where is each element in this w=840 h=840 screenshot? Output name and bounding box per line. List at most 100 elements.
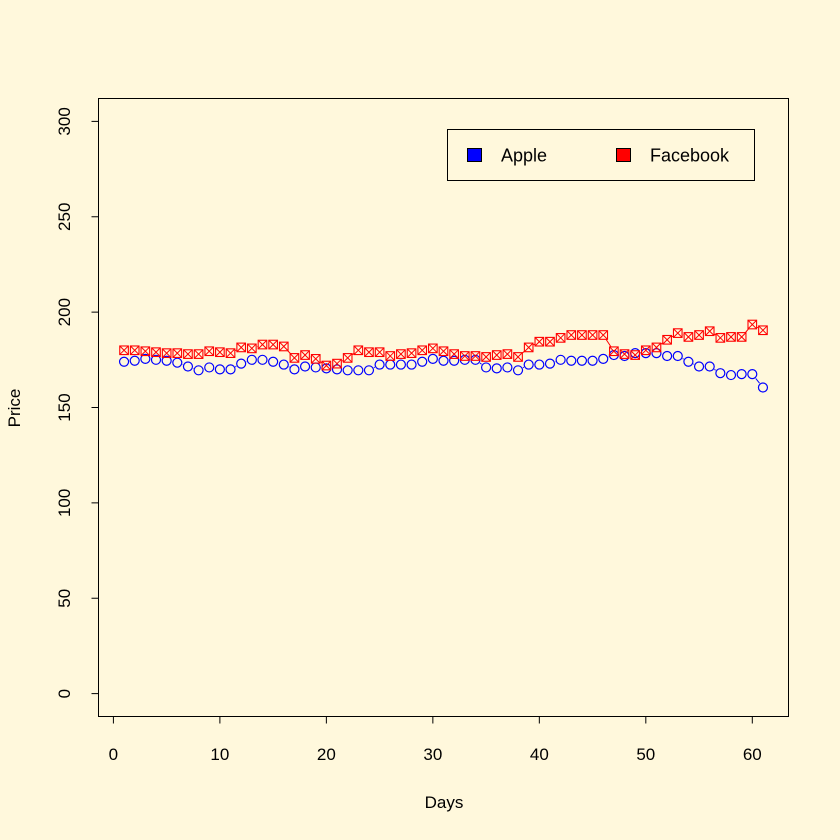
data-point-apple [161,355,172,366]
x-tick-label: 50 [636,745,655,764]
data-point-facebook [545,336,555,347]
data-point-facebook [129,345,140,356]
data-point-facebook [396,349,406,359]
data-point-apple [491,363,502,374]
data-point-facebook [236,342,247,353]
data-point-facebook [374,347,385,358]
data-point-facebook [566,330,577,340]
data-point-apple [566,355,577,366]
data-point-apple [544,358,556,369]
data-point-apple [523,359,534,370]
data-point-facebook [715,333,726,343]
legend-label-apple: Apple [501,146,547,166]
data-point-facebook [704,326,715,337]
series-line-segment [341,360,344,362]
data-point-facebook [523,342,534,353]
data-point-facebook [555,333,566,343]
data-point-facebook [662,334,672,345]
data-point-apple [576,355,588,366]
series-line-segment [714,333,716,336]
data-point-apple [502,362,513,373]
data-point-facebook [300,350,310,360]
x-axis: 0 10 20 30 40 50 60 [109,716,762,764]
series-line-segment [605,339,612,347]
x-tick-label: 40 [530,745,549,764]
data-point-apple [662,350,673,362]
data-point-facebook [449,349,459,359]
data-point-apple [725,369,737,381]
data-point-facebook [385,351,396,361]
data-point-facebook [321,360,332,371]
series-line-segment [373,366,376,369]
data-point-facebook [577,330,587,340]
data-point-apple [150,354,162,365]
series-line-segment [671,335,674,338]
data-point-facebook [502,349,513,359]
data-point-facebook [278,341,289,352]
data-point-apple [534,359,545,370]
y-tick-label: 100 [55,489,74,517]
data-point-apple [182,361,194,372]
data-point-facebook [726,332,736,342]
data-point-apple [747,369,758,380]
y-tick-label: 150 [55,393,74,421]
data-point-facebook [353,345,364,356]
series-line-segment [522,366,525,369]
data-point-apple [438,355,449,366]
data-point-facebook [225,348,236,358]
data-point-apple [353,365,364,376]
data-point-facebook [257,339,268,350]
data-point-facebook [289,353,300,363]
data-point-facebook [172,348,183,358]
data-point-apple [331,364,343,375]
data-point-apple [246,354,257,365]
legend-swatch-facebook [616,148,631,162]
y-axis-label: Price [5,389,24,428]
data-point-apple [278,359,289,370]
series-line-segment [714,368,716,371]
data-point-facebook [193,349,204,359]
x-tick-label: 20 [317,745,336,764]
data-point-apple [651,348,662,359]
data-point-facebook [204,346,215,357]
y-tick-label: 250 [55,203,74,231]
data-point-apple [598,353,609,364]
data-point-facebook [161,348,172,358]
data-point-apple [193,365,204,376]
data-point-apple [395,359,407,370]
data-point-apple [299,361,311,372]
data-point-facebook [736,332,747,342]
data-point-facebook [183,349,193,359]
data-point-apple [587,355,598,366]
legend-box [447,129,755,181]
data-point-apple [480,362,492,373]
data-point-facebook [630,350,641,360]
data-point-facebook [640,345,651,356]
x-tick-label: 60 [743,745,762,764]
data-point-apple [204,362,215,373]
data-point-facebook [651,342,662,353]
data-point-apple [427,353,438,364]
data-point-facebook [364,347,374,358]
legend: Apple Facebook [447,129,755,181]
x-tick-label: 30 [423,745,442,764]
data-point-apple [225,364,236,375]
series-line-segment [756,326,759,329]
data-point-facebook [694,330,704,340]
series-layer [118,319,769,393]
data-point-facebook [758,325,768,336]
data-point-facebook [619,349,630,359]
x-tick-label: 0 [109,745,118,764]
data-point-apple [363,365,375,376]
series-line-segment [755,378,760,384]
data-point-apple [512,365,524,376]
legend-label-facebook: Facebook [650,146,730,166]
data-point-apple [289,364,300,375]
data-point-apple [257,354,268,365]
y-tick-label: 200 [55,298,74,326]
y-tick-label: 50 [55,589,74,608]
data-point-facebook [310,354,321,364]
y-tick-label: 0 [55,689,74,698]
